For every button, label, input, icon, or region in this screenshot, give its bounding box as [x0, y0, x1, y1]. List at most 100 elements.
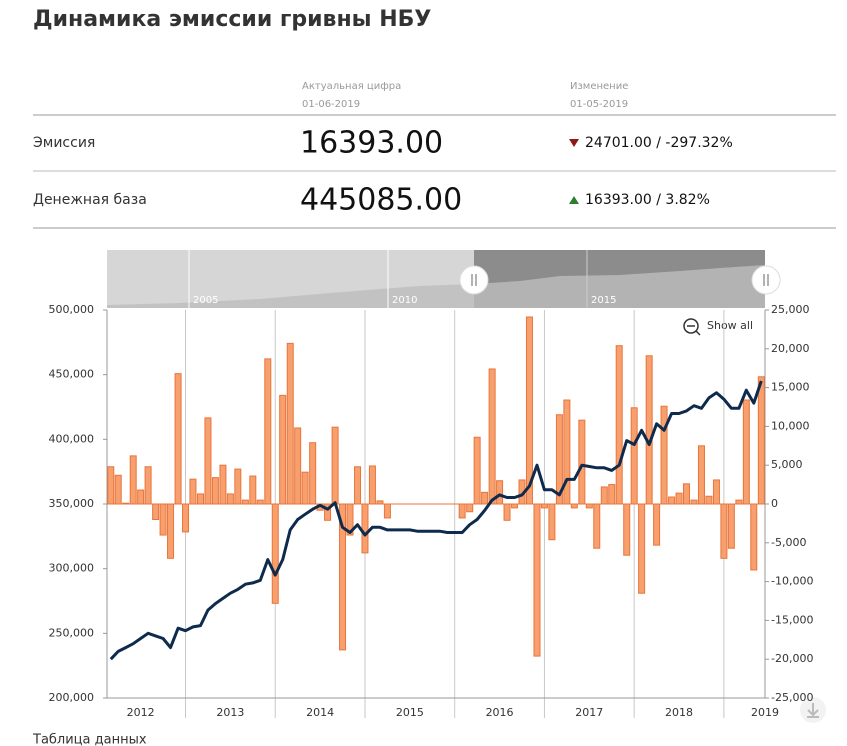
y-tick-label: 250,000 [49, 626, 95, 639]
bar [256, 499, 264, 505]
y2-tick-label: 5,000 [771, 458, 803, 471]
bar [675, 492, 683, 505]
x-tick-label: 2019 [751, 706, 779, 719]
bar [712, 479, 720, 505]
bar [488, 368, 496, 505]
bar [182, 503, 190, 533]
navigator-area [107, 265, 765, 308]
bar [309, 442, 317, 505]
line [109, 380, 763, 661]
bar [174, 373, 182, 505]
y-tick-label: 200,000 [49, 691, 95, 704]
y2-tick-label: 0 [771, 497, 778, 510]
bar [458, 503, 466, 519]
bar [197, 493, 205, 505]
bar [481, 491, 489, 505]
show-all-button[interactable]: Show all [683, 318, 753, 336]
bar [496, 480, 504, 505]
x-tick-label: 2014 [306, 706, 334, 719]
bar [279, 394, 287, 505]
data-table-link[interactable]: Таблица данных [32, 733, 147, 746]
bar [241, 499, 249, 505]
download-button[interactable] [800, 697, 826, 723]
navigator-handle[interactable] [751, 265, 781, 295]
row-value: 16393.00 [300, 126, 443, 161]
y2-tick-label: 15,000 [771, 381, 810, 394]
navigator-label: 2005 [193, 295, 218, 306]
y2-tick-label: -15,000 [771, 613, 813, 626]
bar [503, 503, 511, 521]
y2-tick-label: -20,000 [771, 652, 813, 665]
row-value: 445085.00 [300, 183, 462, 218]
bar [324, 503, 332, 521]
bar [204, 417, 212, 505]
y-tick-label: 500,000 [49, 303, 95, 316]
y-tick-label: 300,000 [49, 562, 95, 575]
y2-tick-label: 25,000 [771, 303, 810, 316]
row-change: 16393.00 / 3.82% [585, 192, 710, 208]
x-tick-label: 2015 [396, 706, 424, 719]
bar [211, 477, 219, 505]
column-label: Изменение [570, 81, 628, 92]
up-arrow [569, 196, 579, 204]
y2-tick-label: 10,000 [771, 419, 810, 432]
y2-tick-label: -10,000 [771, 575, 813, 588]
bar [234, 468, 242, 505]
x-tick-label: 2017 [575, 706, 603, 719]
bar [750, 503, 758, 571]
bar [682, 483, 690, 505]
bar [271, 503, 279, 604]
y2-tick-label: 20,000 [771, 342, 810, 355]
bar [167, 503, 175, 559]
bar [727, 503, 735, 549]
bar [368, 465, 376, 505]
bar [757, 376, 765, 505]
bar [376, 500, 384, 505]
bar [697, 445, 705, 505]
x-tick-label: 2012 [127, 706, 155, 719]
bar [615, 345, 623, 505]
bar [653, 503, 661, 546]
bar [294, 427, 302, 505]
bar [533, 503, 541, 657]
bar [600, 486, 608, 505]
navigator-handle[interactable] [459, 265, 489, 295]
bar [473, 436, 481, 505]
bar [219, 464, 227, 505]
bar [660, 405, 668, 505]
bar [137, 489, 145, 505]
bar [742, 399, 750, 505]
bar [144, 466, 152, 505]
zoom-icon [695, 330, 701, 336]
bar [630, 407, 638, 505]
bar [114, 474, 122, 505]
bar [383, 503, 391, 519]
bar [690, 499, 698, 505]
bar [129, 455, 137, 505]
bar [570, 503, 578, 509]
y-tick-label: 450,000 [49, 368, 95, 381]
bar [645, 355, 653, 505]
bar [107, 466, 115, 505]
bar [608, 484, 616, 505]
y-tick-label: 400,000 [49, 432, 95, 445]
row-change: 24701.00 / -297.32% [585, 135, 733, 151]
bar [466, 503, 474, 513]
navigator[interactable]: 2005 2010 2015 [107, 250, 781, 308]
bar [540, 503, 548, 509]
row-name: Денежная база [33, 192, 147, 208]
bar [593, 503, 601, 549]
bar [525, 316, 533, 505]
navigator-label: 2010 [392, 295, 417, 306]
download-icon [807, 703, 819, 718]
show-all-label: Show all [707, 319, 753, 332]
bar [226, 493, 234, 505]
column-date: 01-05-2019 [570, 99, 628, 110]
y2-tick-label: -5,000 [771, 536, 806, 549]
bar [585, 503, 593, 509]
handle-grip [471, 274, 477, 286]
bar [511, 503, 519, 509]
bar [346, 503, 354, 536]
bar [720, 503, 728, 559]
handle-grip [763, 274, 769, 286]
